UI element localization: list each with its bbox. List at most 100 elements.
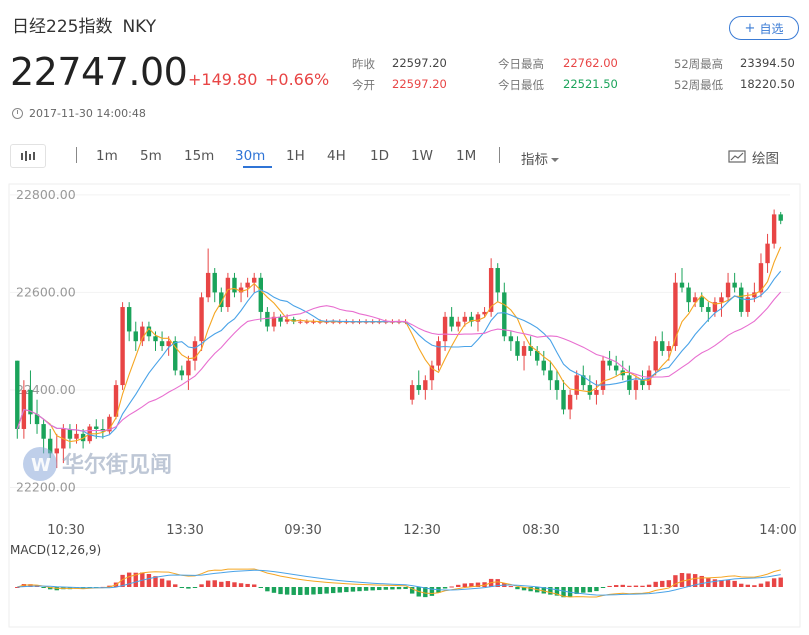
- candle: [179, 365, 185, 381]
- candle-body: [166, 341, 171, 347]
- candle-body: [311, 321, 316, 323]
- macd-bar: [508, 586, 514, 588]
- candle: [567, 389, 573, 420]
- chart-frame: [8, 183, 801, 628]
- candle-body: [581, 375, 586, 386]
- candle-body: [212, 272, 217, 293]
- candle: [28, 370, 33, 425]
- macd-bar: [370, 587, 375, 591]
- macd-bar: [396, 587, 402, 590]
- timeframe-30m[interactable]: 30m: [235, 148, 266, 164]
- draw-button[interactable]: 绘图: [728, 147, 779, 167]
- clock-icon: [12, 108, 23, 119]
- timeframe-15m[interactable]: 15m: [184, 148, 215, 164]
- candle-body: [561, 389, 566, 410]
- macd-bar: [186, 587, 191, 589]
- draw-label: 绘图: [752, 151, 779, 167]
- candle: [581, 365, 586, 390]
- candle-body: [633, 380, 639, 390]
- watermark-text: 华尔街见闻: [62, 452, 172, 478]
- macd-bar: [692, 574, 698, 587]
- macd-bar: [390, 587, 395, 590]
- macd-label: MACD(12,26,9): [10, 543, 101, 557]
- macd-bar: [192, 587, 198, 588]
- candle-body: [284, 319, 290, 322]
- candle-body: [278, 316, 283, 322]
- macd-bar: [324, 587, 329, 594]
- candle-body: [462, 316, 468, 322]
- candle-body: [199, 297, 204, 342]
- candle: [653, 336, 658, 376]
- candle-body: [456, 321, 461, 327]
- candle-body: [179, 370, 185, 376]
- indicator-dropdown[interactable]: 指标: [521, 148, 559, 168]
- add-favorite-button[interactable]: + 自选: [729, 16, 799, 40]
- chart-type-button[interactable]: [10, 144, 46, 168]
- candle: [192, 336, 198, 371]
- candle: [429, 360, 435, 390]
- macd-bar: [574, 587, 579, 595]
- timeframe-1w[interactable]: 1W: [411, 148, 433, 164]
- macd-bar: [739, 583, 744, 587]
- macd-bar: [653, 581, 658, 587]
- macd-bar: [429, 587, 435, 596]
- candle: [107, 414, 112, 434]
- macd-bar: [258, 587, 263, 588]
- timeframe-1h[interactable]: 1H: [286, 148, 305, 164]
- wk52-high-value: 23394.50: [740, 56, 795, 70]
- candle-body: [719, 297, 724, 303]
- candle-body: [126, 307, 132, 332]
- candle-body: [232, 277, 237, 293]
- y-tick-label: 22800.00: [16, 187, 76, 202]
- macd-bar: [28, 584, 33, 587]
- candle-body: [673, 282, 678, 347]
- macd-bar: [752, 585, 757, 587]
- macd-bar: [284, 587, 290, 595]
- candle-body: [521, 346, 527, 356]
- candle-body: [502, 292, 507, 337]
- candle-body: [495, 268, 500, 293]
- macd-bar: [153, 576, 158, 587]
- candle-body: [732, 282, 737, 288]
- candle: [706, 302, 711, 322]
- candle-body: [482, 311, 487, 315]
- candle: [416, 370, 421, 395]
- macd-bar: [679, 573, 685, 587]
- timeframe-1d[interactable]: 1D: [370, 148, 389, 164]
- candle: [252, 272, 257, 293]
- candle: [258, 272, 263, 322]
- instrument-code: NKY: [122, 17, 157, 37]
- candle: [133, 321, 138, 351]
- caret-down-icon: [551, 158, 559, 162]
- candle-body: [541, 360, 546, 371]
- candle: [449, 307, 454, 332]
- macd-bar: [541, 587, 546, 594]
- price-chart[interactable]: 22800.00 22600.00 22400.00 22200.00 10:30 13…: [0, 182, 809, 635]
- candle: [159, 331, 165, 351]
- macd-bar: [15, 587, 20, 588]
- candle: [166, 336, 171, 356]
- macd-bar: [548, 587, 553, 595]
- timeframe-5m[interactable]: 5m: [140, 148, 162, 164]
- candle-body: [120, 307, 125, 386]
- macd-bar: [205, 580, 211, 587]
- macd-bar: [633, 585, 639, 587]
- candle-body: [508, 336, 514, 342]
- macd-bar: [212, 580, 217, 587]
- candle-body: [140, 326, 145, 342]
- macd-bar: [462, 583, 468, 587]
- candle: [739, 282, 744, 317]
- candle: [186, 355, 191, 390]
- timeframe-1mo[interactable]: 1M: [456, 148, 477, 164]
- macd-bar: [660, 580, 665, 587]
- timeframe-4h[interactable]: 4H: [327, 148, 346, 164]
- day-low-label: 今日最低: [498, 78, 544, 92]
- candle-body: [409, 385, 415, 400]
- candle: [561, 380, 566, 415]
- macd-bar: [475, 582, 481, 587]
- candle: [613, 355, 619, 376]
- timeframe-1m[interactable]: 1m: [96, 148, 118, 164]
- candle: [456, 316, 461, 332]
- macd-bar: [495, 579, 500, 587]
